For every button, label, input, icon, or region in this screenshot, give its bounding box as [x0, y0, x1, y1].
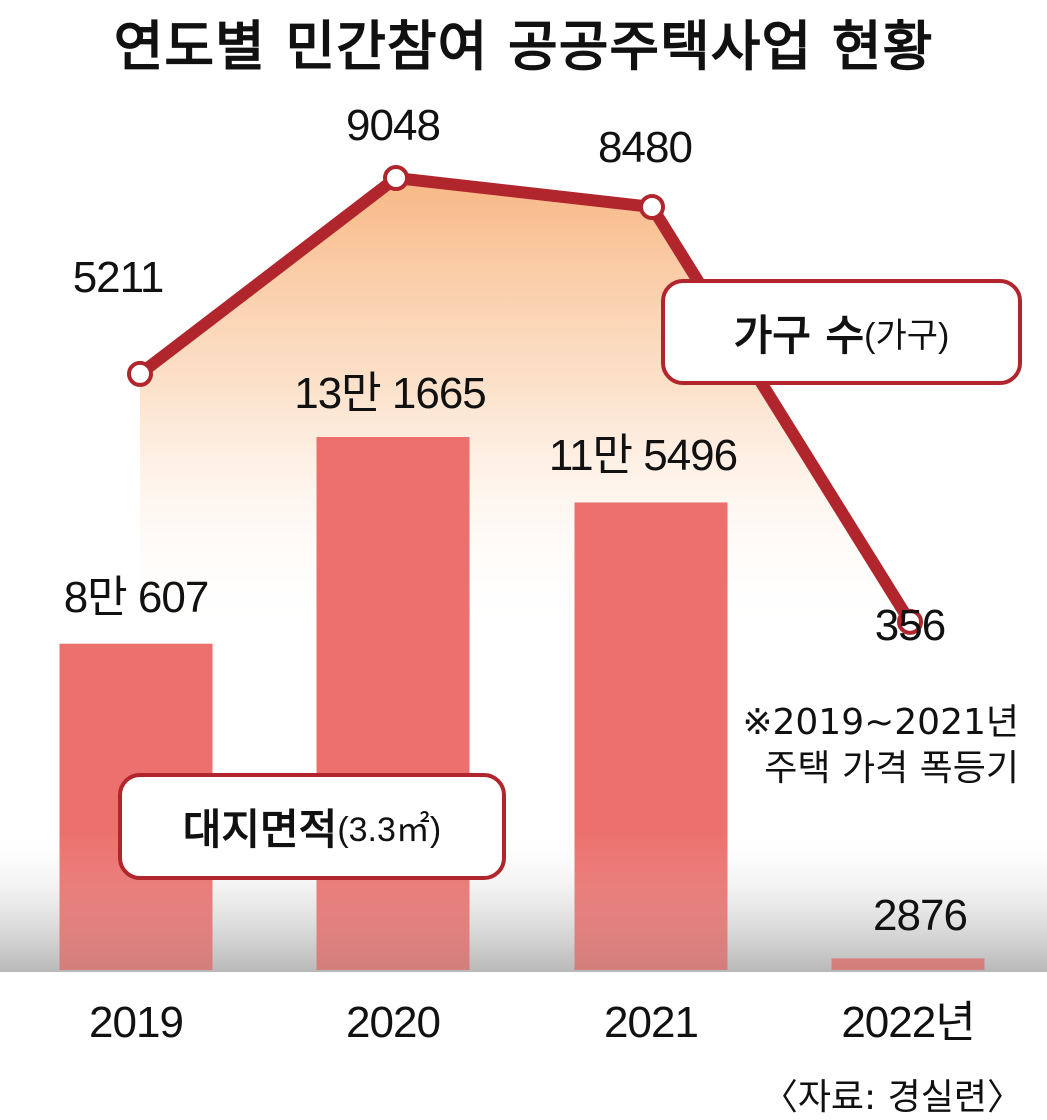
x-tick-2020: 2020: [346, 998, 440, 1047]
legend-land-area: 대지면적 (3.3㎡): [118, 773, 506, 880]
legend-households: 가구 수 (가구): [661, 279, 1022, 385]
point-2020: [383, 165, 409, 191]
annotation-line-1: ※2019~2021년: [742, 702, 1019, 743]
legend-land-area-label: 대지면적: [182, 805, 338, 854]
bar-label-2019: 8만 607: [64, 573, 209, 622]
bar-label-2021: 11만 5496: [549, 431, 737, 480]
x-tick-2021: 2021: [604, 998, 698, 1047]
annotation-line-2: 주택 가격 폭등기: [764, 748, 1019, 789]
chart-title: 연도별 민간참여 공공주택사업 현황: [113, 15, 934, 78]
point-label-2021: 8480: [598, 123, 692, 172]
point-2021: [639, 194, 665, 221]
point-label-2022년: 356: [875, 601, 945, 650]
bar-label-2022년: 2876: [873, 891, 967, 940]
point-label-2020: 9048: [346, 101, 440, 150]
legend-households-label: 가구 수: [733, 310, 865, 360]
point-2022년: [897, 608, 923, 635]
point-2019: [127, 360, 153, 387]
x-tick-2022년: 2022년: [841, 998, 974, 1047]
households-line: [134, 172, 916, 628]
bar-label-2020: 13만 1665: [294, 369, 486, 418]
annotation-note: ※2019~2021년 주택 가격 폭등기: [742, 700, 1019, 792]
legend-land-area-unit: (3.3㎡): [337, 811, 442, 849]
line-area-fill: [140, 178, 910, 640]
point-label-2019: 5211: [73, 253, 164, 302]
source-note: 〈자료: 경실련〉: [761, 1077, 1023, 1118]
legend-households-unit: (가구): [864, 316, 950, 355]
x-tick-2019: 2019: [89, 998, 183, 1047]
